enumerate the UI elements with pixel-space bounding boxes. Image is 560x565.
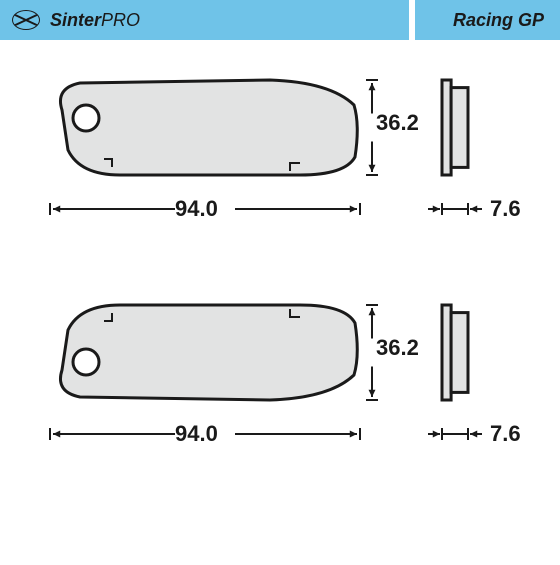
header-right: Racing GP — [415, 0, 560, 40]
svg-text:36.2: 36.2 — [376, 335, 419, 360]
diagram-area: 36.2 94.0 7.6 36.2 94.0 7.6 — [0, 40, 560, 560]
brand-name: SinterPRO — [50, 10, 140, 31]
svg-text:36.2: 36.2 — [376, 110, 419, 135]
svg-text:7.6: 7.6 — [490, 196, 521, 221]
technical-drawing: 36.2 94.0 7.6 36.2 94.0 7.6 — [0, 40, 560, 560]
brand-bold: Sinter — [50, 10, 101, 30]
svg-text:94.0: 94.0 — [175, 421, 218, 446]
header-left: SinterPRO — [0, 0, 409, 40]
svg-text:94.0: 94.0 — [175, 196, 218, 221]
brand-light: PRO — [101, 10, 140, 30]
header-bar: SinterPRO Racing GP — [0, 0, 560, 40]
svg-text:7.6: 7.6 — [490, 421, 521, 446]
brand-logo-icon — [12, 10, 40, 30]
product-name: Racing GP — [453, 10, 544, 31]
